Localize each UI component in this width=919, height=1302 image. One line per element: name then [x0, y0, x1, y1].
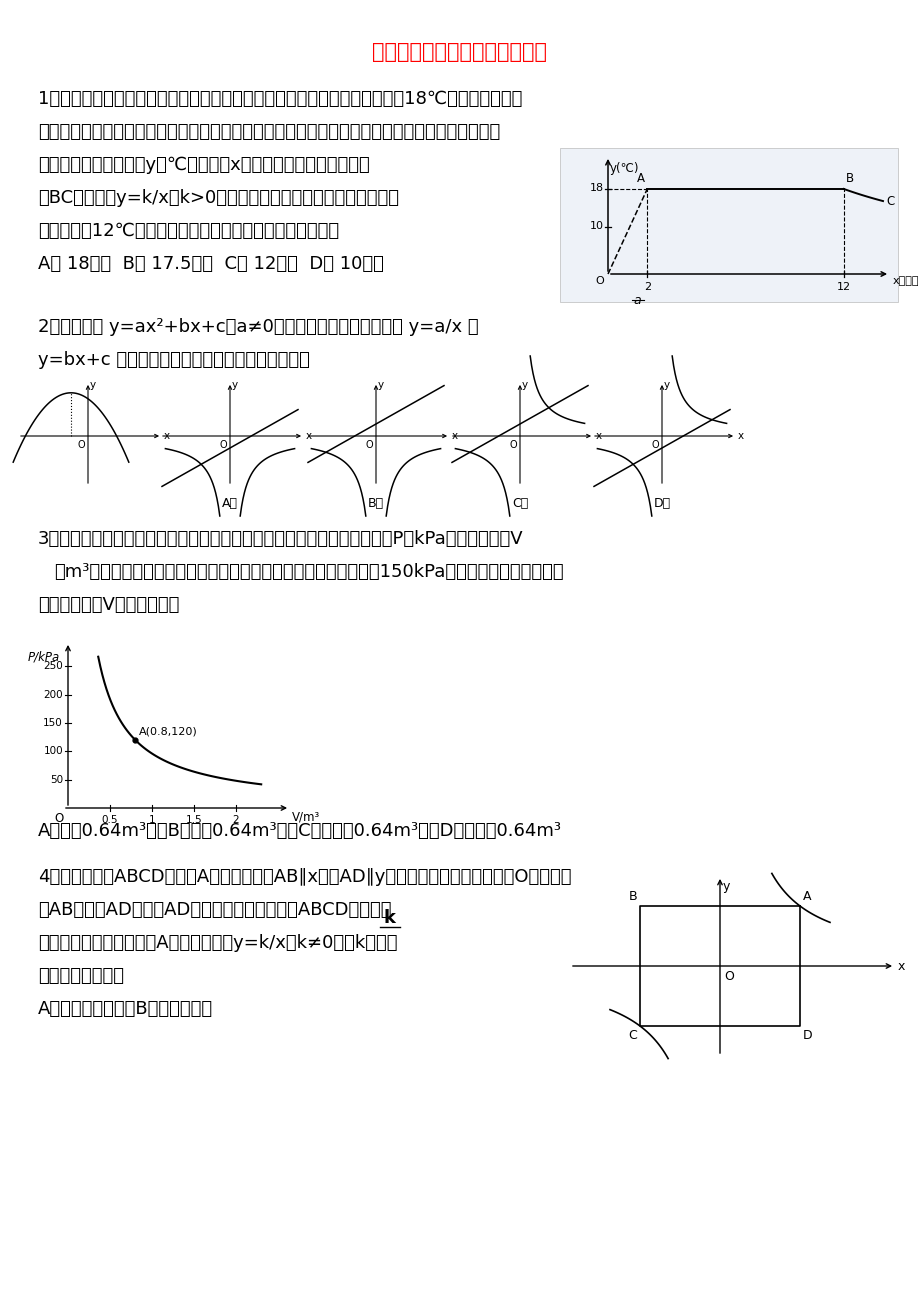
Text: 中BC段是函数y=k/x（k>0）图象的一部分．若该蘑菇适宜生长的: 中BC段是函数y=k/x（k>0）图象的一部分．若该蘑菇适宜生长的 [38, 189, 399, 207]
Text: P/kPa: P/kPa [28, 650, 60, 663]
Text: 10: 10 [589, 221, 604, 230]
Text: 18: 18 [589, 182, 604, 193]
Text: x: x [897, 960, 904, 973]
Text: A． 18小时  B． 17.5小时  C． 12小时  D． 10小时: A． 18小时 B． 17.5小时 C． 12小时 D． 10小时 [38, 255, 383, 273]
Text: 3．某种气球内充满了一定质量的气体，当温度不变时，气球内气体的气压P（kPa）是气体体积V: 3．某种气球内充满了一定质量的气体，当温度不变时，气球内气体的气压P（kPa）是… [38, 530, 523, 548]
Text: y: y [664, 380, 669, 391]
Text: y(℃): y(℃) [609, 161, 639, 174]
Text: 1.5: 1.5 [186, 815, 202, 825]
Text: 变化情况是（　）: 变化情况是（ ） [38, 967, 124, 986]
Text: 2．二次函数 y=ax²+bx+c（a≠0）的图象如图所示，则函数 y=a/x 与: 2．二次函数 y=ax²+bx+c（a≠0）的图象如图所示，则函数 y=a/x … [38, 318, 478, 336]
Text: B、: B、 [368, 497, 383, 510]
Text: 1: 1 [149, 815, 155, 825]
Text: 终保持不变，则经过动点A的反比例函数y=k/x（k≠0）中k的値的: 终保持不变，则经过动点A的反比例函数y=k/x（k≠0）中k的値的 [38, 934, 397, 952]
Text: 2: 2 [233, 815, 239, 825]
Text: 4．如图，矩形ABCD的顶点A在第一象限，AB∥x轴，AD∥y轴，且对角线的交点与原点O重合．在: 4．如图，矩形ABCD的顶点A在第一象限，AB∥x轴，AD∥y轴，且对角线的交点… [38, 868, 571, 885]
Text: x: x [306, 431, 312, 441]
Text: A: A [637, 172, 644, 185]
Text: A．　一直增大　　B．　一直减小: A． 一直增大 B． 一直减小 [38, 1000, 213, 1018]
Text: y: y [521, 380, 528, 391]
Text: x: x [737, 431, 743, 441]
Text: y: y [722, 880, 730, 893]
Text: y: y [90, 380, 96, 391]
Text: A．小于0.64m³　　B．大于0.64m³　　C．不小于0.64m³　　D．不大于0.64m³: A．小于0.64m³ B．大于0.64m³ C．不小于0.64m³ D．不大于0… [38, 822, 562, 840]
Text: B: B [845, 172, 853, 185]
Text: y=bx+c 在同一直角坐标系内的大致图象是（　）: y=bx+c 在同一直角坐标系内的大致图象是（ ） [38, 352, 310, 368]
Text: C: C [885, 194, 893, 207]
Text: 込AB从小于AD到大于AD的变化过程中，各矩形ABCD的周长始: 込AB从小于AD到大于AD的变化过程中，各矩形ABCD的周长始 [38, 901, 391, 919]
Text: O: O [55, 812, 64, 825]
Text: C、: C、 [511, 497, 528, 510]
Text: 150: 150 [43, 717, 62, 728]
Text: 第一章反比例函数单元练习题六: 第一章反比例函数单元练习题六 [372, 42, 547, 62]
Text: O: O [365, 440, 372, 450]
Text: y: y [378, 380, 384, 391]
Text: O: O [509, 440, 516, 450]
Text: 2: 2 [643, 283, 650, 292]
Text: x: x [596, 431, 601, 441]
Text: a: a [633, 294, 641, 307]
Text: 200: 200 [43, 690, 62, 699]
Text: 0.5: 0.5 [102, 815, 119, 825]
Text: x: x [451, 431, 458, 441]
Text: A、: A、 [221, 497, 238, 510]
Text: B: B [628, 891, 636, 904]
Text: O: O [595, 276, 604, 286]
Bar [560, 148, 897, 302]
Text: V/m³: V/m³ [291, 810, 320, 823]
Text: D、: D、 [652, 497, 670, 510]
Text: D: D [802, 1029, 811, 1042]
Text: O: O [219, 440, 227, 450]
Text: A(0.8,120): A(0.8,120) [139, 727, 198, 737]
Text: 温及关闭．大棚内温度y（℃）随时间x（时）变化的函数图象，其: 温及关闭．大棚内温度y（℃）随时间x（时）变化的函数图象，其 [38, 156, 369, 174]
Text: 全，气体体积V应该是（　）: 全，气体体积V应该是（ ） [38, 596, 179, 615]
Text: 1．农大毕业的小王回乡自主创业，在大棚中栽培新品种的蘑菇，该种蘑菇在18℃的条件下生长最: 1．农大毕业的小王回乡自主创业，在大棚中栽培新品种的蘑菇，该种蘑菇在18℃的条件… [38, 90, 522, 108]
Text: k: k [383, 909, 395, 927]
Text: 100: 100 [43, 746, 62, 756]
Text: O: O [77, 440, 85, 450]
Text: y: y [232, 380, 238, 391]
Text: 12: 12 [835, 283, 850, 292]
Text: x（时）: x（时） [892, 276, 918, 286]
Text: 50: 50 [50, 775, 62, 785]
Text: C: C [628, 1029, 636, 1042]
Text: O: O [723, 970, 733, 983]
Text: x: x [164, 431, 170, 441]
Text: 温度不低与12℃，则这天该种蘑菇适宜生长的时间为（　）: 温度不低与12℃，则这天该种蘑菇适宜生长的时间为（ ） [38, 223, 339, 240]
Text: A: A [802, 891, 811, 904]
Text: 250: 250 [43, 661, 62, 672]
Text: 快，因此用装有恒温系统的大棚栽培，每天只开启一次，如图是某天恒温系统从开启升温到保持恒: 快，因此用装有恒温系统的大棚栽培，每天只开启一次，如图是某天恒温系统从开启升温到… [38, 122, 500, 141]
Text: O: O [651, 440, 658, 450]
Text: （m³）的反比例函数，其图象如图所示．当气球内气体的气压大于150kPa时，气球将爆炸．为了安: （m³）的反比例函数，其图象如图所示．当气球内气体的气压大于150kPa时，气球… [54, 562, 563, 581]
